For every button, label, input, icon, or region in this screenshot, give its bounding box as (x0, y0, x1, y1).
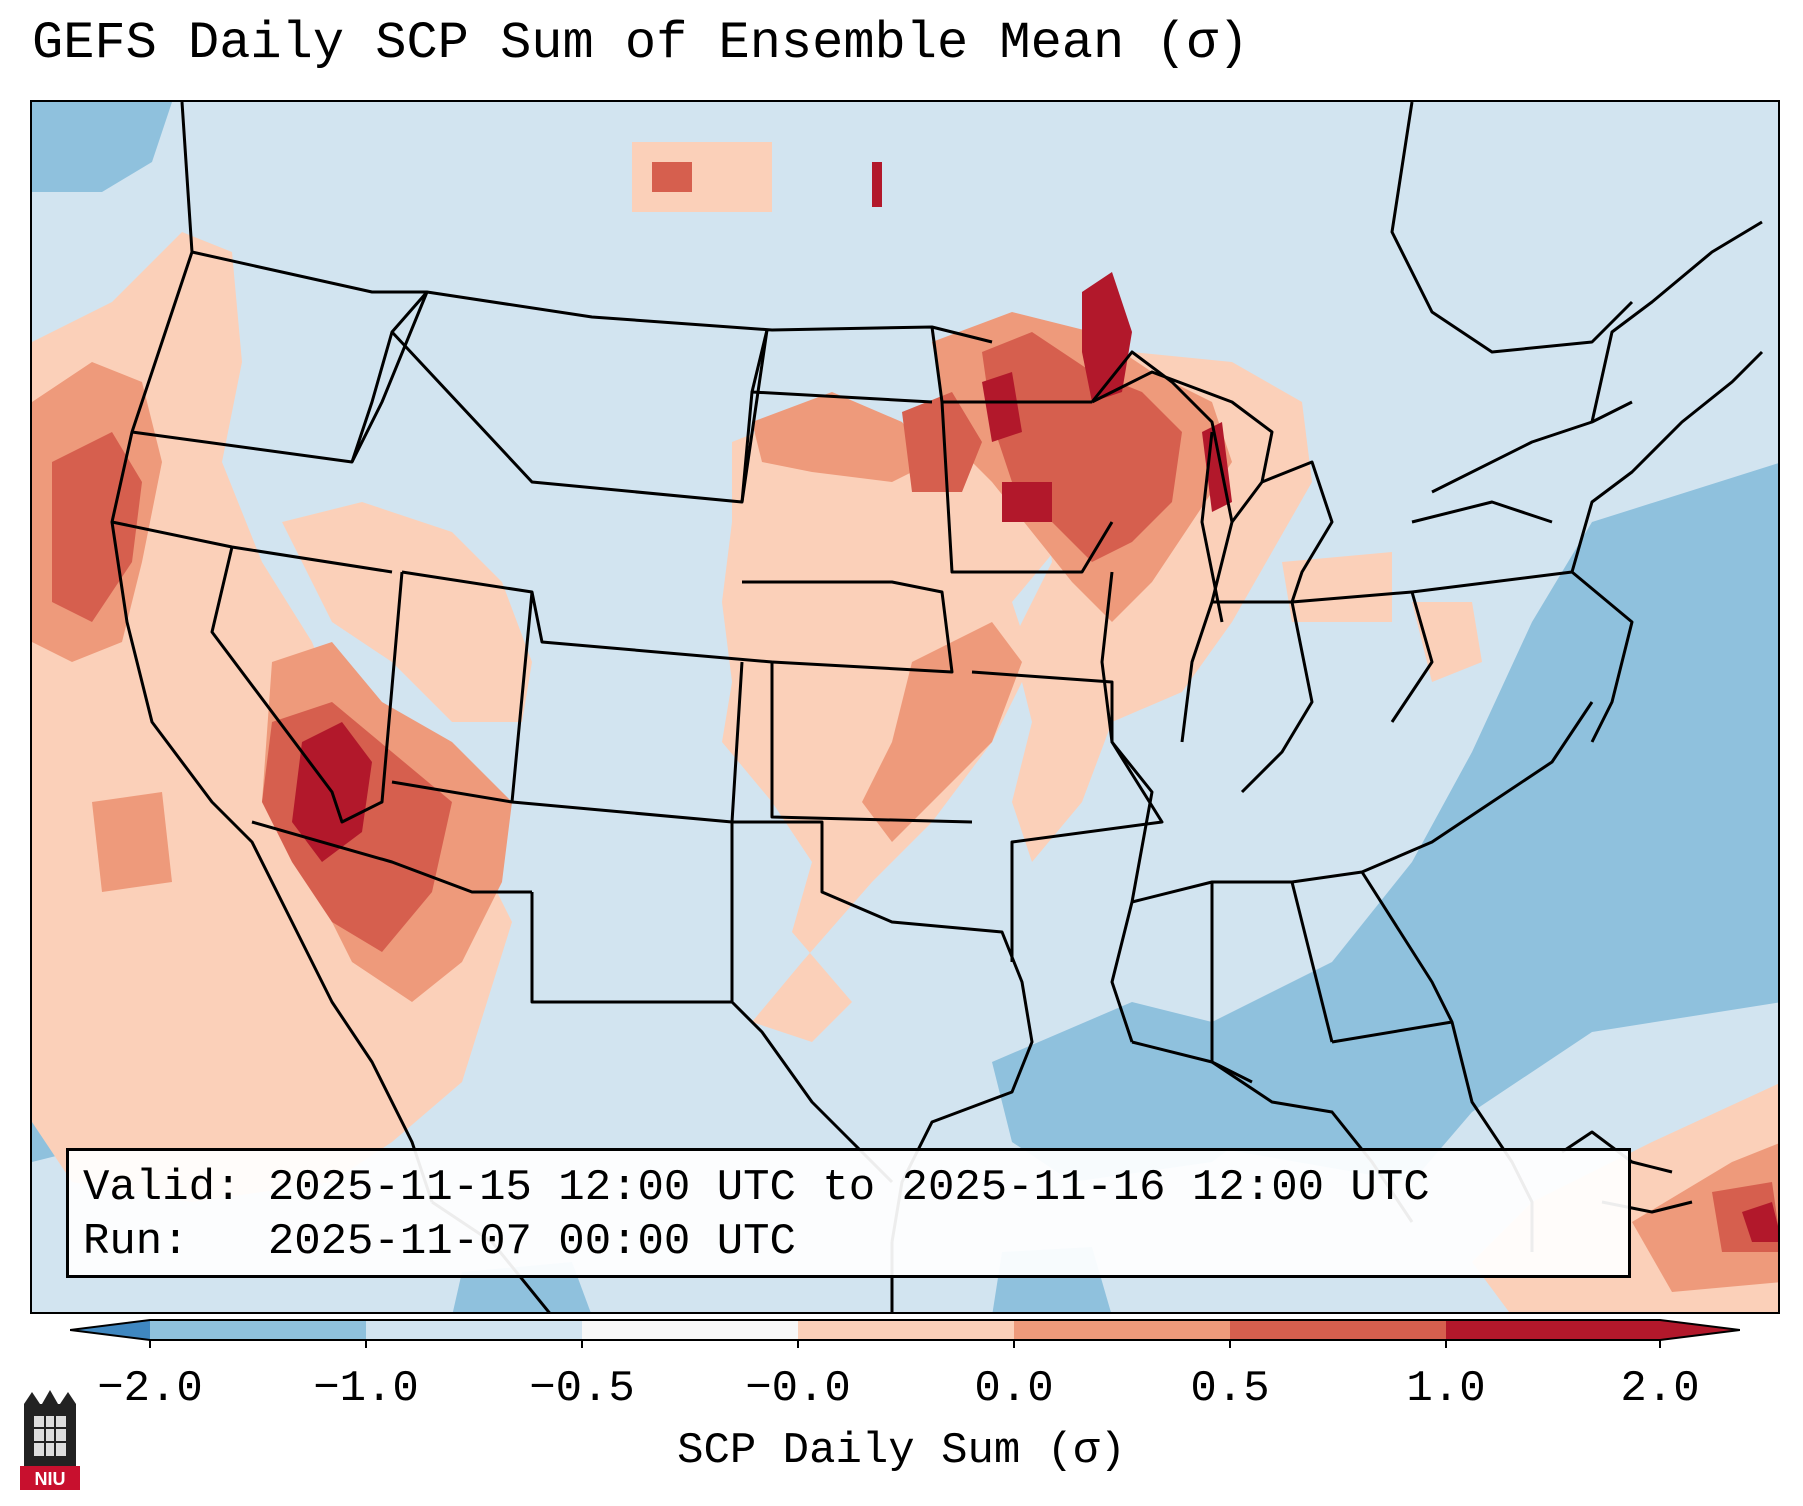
map-canvas (32, 102, 1778, 1312)
colorbar-segment (798, 1320, 1014, 1340)
colorbar-label: SCP Daily Sum (σ) (677, 1426, 1126, 1476)
colorbar-tick-label: 2.0 (1620, 1364, 1700, 1414)
colorbar-tick-label: 1.0 (1406, 1364, 1486, 1414)
colorbar-segment (150, 1320, 366, 1340)
valid-run-info-box: Valid: 2025-11-15 12:00 UTC to 2025-11-1… (66, 1148, 1631, 1278)
colorbar (70, 1319, 1740, 1348)
colorbar-extension-low (70, 1320, 150, 1340)
colorbar-tick-label: 0.0 (974, 1364, 1054, 1414)
colorbar-segment (582, 1320, 798, 1340)
colorbar-segment (1230, 1320, 1446, 1340)
colorbar-tick-label: −2.0 (97, 1364, 203, 1414)
colorbar-ticks (149, 1340, 1661, 1348)
map-panel (30, 100, 1780, 1314)
run-label: Run: (83, 1217, 189, 1267)
colorbar-extension-high (1446, 1320, 1740, 1340)
logo-text: NIU (35, 1469, 66, 1489)
colorbar-tick-label: −0.0 (745, 1364, 851, 1414)
colorbar-segment (366, 1320, 582, 1340)
colorbar-tick-label: 0.5 (1190, 1364, 1270, 1414)
run-value: 2025-11-07 00:00 UTC (267, 1217, 796, 1267)
map-title: GEFS Daily SCP Sum of Ensemble Mean (σ) (32, 14, 1249, 73)
colorbar-tick-label: −0.5 (529, 1364, 635, 1414)
colorbar-tick-label: −1.0 (313, 1364, 419, 1414)
valid-value: 2025-11-15 12:00 UTC to 2025-11-16 12:00… (267, 1163, 1430, 1213)
valid-label: Valid: (83, 1163, 242, 1213)
colorbar-segment (1014, 1320, 1230, 1340)
niu-logo-icon: NIU (20, 1390, 80, 1490)
